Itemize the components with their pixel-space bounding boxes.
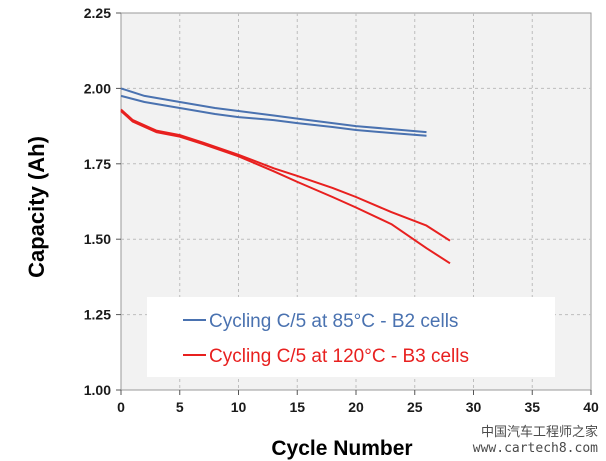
legend-label-2: Cycling C/5 at 120°C - B3 cells	[209, 346, 469, 367]
watermark-line-1: 中国汽车工程师之家	[480, 425, 598, 440]
series-1-line-2	[120, 94, 427, 137]
x-tick-label: 20	[348, 399, 364, 415]
series-2-line-2	[120, 110, 451, 265]
x-tick-label: 40	[583, 399, 599, 415]
x-axis-title: Cycle Number	[271, 437, 412, 460]
x-tick-label: 15	[289, 399, 305, 415]
y-tick-label: 1.00	[84, 382, 111, 398]
series-lines	[120, 87, 451, 265]
legend: Cycling C/5 at 85°C - B2 cells Cycling C/…	[147, 297, 555, 377]
legend-label-1: Cycling C/5 at 85°C - B2 cells	[209, 311, 458, 332]
y-tick-label: 2.25	[84, 5, 111, 21]
series-2-line-1	[120, 108, 451, 242]
series-1-line-1	[120, 87, 427, 134]
y-tick-label: 1.50	[84, 231, 111, 247]
y-tick-label: 2.00	[84, 80, 111, 96]
watermark: 中国汽车工程师之家 www.cartech8.com	[470, 425, 600, 457]
watermark-line-2: www.cartech8.com	[472, 441, 598, 456]
x-tick-label: 10	[231, 399, 247, 415]
y-tick-label: 1.75	[84, 156, 111, 172]
legend-box	[147, 297, 555, 377]
x-tick-label: 35	[524, 399, 540, 415]
axes: 1.00 1.25 1.50 1.75 2.00 2.25 0 5 10 15 20 25 30 35 40	[84, 5, 599, 415]
x-tick-label: 0	[117, 399, 125, 415]
x-tick-label: 5	[176, 399, 184, 415]
y-tick-label: 1.25	[84, 307, 111, 323]
x-tick-label: 30	[466, 399, 482, 415]
x-tick-label: 25	[407, 399, 423, 415]
y-axis-title: Capacity (Ah)	[24, 136, 49, 278]
